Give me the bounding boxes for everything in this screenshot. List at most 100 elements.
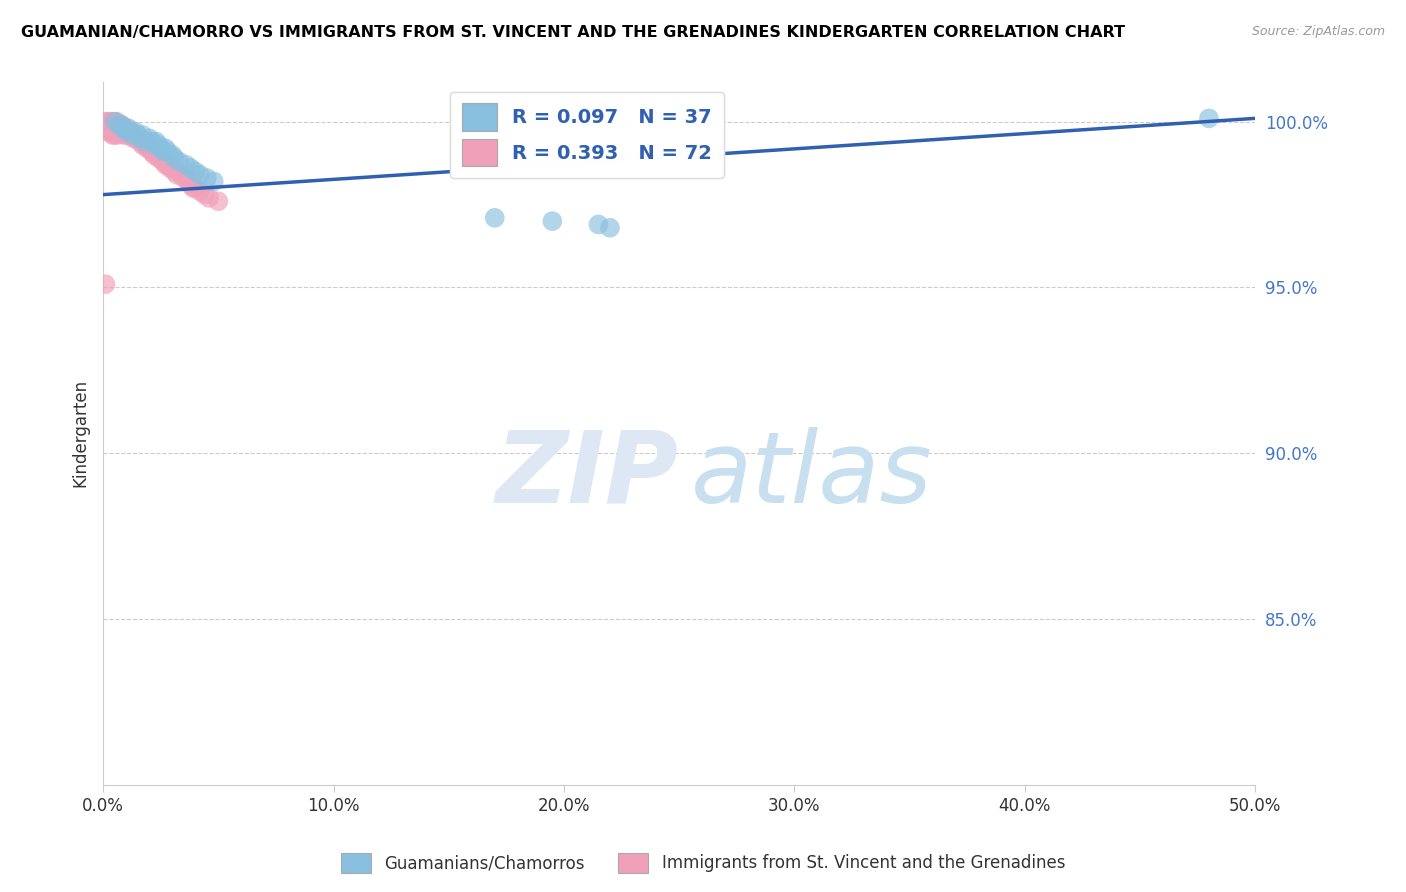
Point bbox=[193, 187, 215, 202]
Point bbox=[195, 171, 218, 186]
Point bbox=[97, 121, 120, 136]
Point bbox=[120, 125, 142, 139]
Point bbox=[104, 118, 127, 132]
Point bbox=[163, 151, 186, 165]
Point bbox=[138, 131, 160, 145]
Point bbox=[184, 181, 207, 195]
Point bbox=[98, 118, 121, 132]
Point bbox=[101, 114, 124, 128]
Point bbox=[117, 128, 139, 142]
Point bbox=[541, 214, 564, 228]
Point bbox=[155, 158, 177, 172]
Point bbox=[148, 137, 170, 152]
Point bbox=[108, 125, 131, 139]
Point bbox=[129, 131, 152, 145]
Point bbox=[148, 151, 170, 165]
Point bbox=[145, 135, 167, 149]
Point bbox=[98, 114, 121, 128]
Point bbox=[101, 121, 124, 136]
Point bbox=[94, 277, 117, 292]
Point bbox=[112, 128, 135, 142]
Point bbox=[599, 220, 621, 235]
Point bbox=[112, 121, 135, 136]
Point bbox=[97, 114, 120, 128]
Point bbox=[122, 128, 145, 142]
Point bbox=[104, 114, 127, 128]
Point bbox=[101, 128, 124, 142]
Point bbox=[115, 125, 138, 139]
Point bbox=[110, 121, 132, 136]
Point bbox=[101, 125, 124, 139]
Point bbox=[142, 137, 165, 152]
Point bbox=[105, 125, 128, 139]
Y-axis label: Kindergarten: Kindergarten bbox=[72, 379, 89, 487]
Point bbox=[104, 125, 127, 139]
Point bbox=[105, 128, 128, 142]
Point bbox=[207, 194, 229, 209]
Text: atlas: atlas bbox=[690, 427, 932, 524]
Point bbox=[145, 148, 167, 162]
Point bbox=[484, 211, 506, 225]
Point bbox=[129, 135, 152, 149]
Point bbox=[122, 128, 145, 142]
Point bbox=[115, 128, 138, 142]
Point bbox=[108, 118, 131, 132]
Point bbox=[202, 174, 225, 188]
Point bbox=[112, 125, 135, 139]
Point bbox=[174, 171, 197, 186]
Point bbox=[97, 125, 120, 139]
Point bbox=[142, 148, 165, 162]
Point bbox=[131, 137, 153, 152]
Point bbox=[162, 161, 184, 175]
Point bbox=[104, 114, 127, 128]
Point bbox=[108, 118, 131, 132]
Point bbox=[94, 114, 117, 128]
Point bbox=[149, 151, 172, 165]
Point bbox=[188, 184, 211, 198]
Legend: R = 0.097   N = 37, R = 0.393   N = 72: R = 0.097 N = 37, R = 0.393 N = 72 bbox=[450, 92, 724, 178]
Point bbox=[180, 161, 202, 175]
Point bbox=[141, 145, 163, 159]
Point bbox=[156, 145, 179, 159]
Point bbox=[110, 125, 132, 139]
Point bbox=[112, 121, 135, 136]
Point bbox=[124, 125, 146, 139]
Point bbox=[170, 168, 193, 182]
Point bbox=[97, 118, 120, 132]
Point bbox=[117, 125, 139, 139]
Point bbox=[110, 118, 132, 132]
Text: Source: ZipAtlas.com: Source: ZipAtlas.com bbox=[1251, 25, 1385, 38]
Point bbox=[108, 121, 131, 136]
Point bbox=[101, 118, 124, 132]
Point bbox=[98, 121, 121, 136]
Point bbox=[117, 121, 139, 136]
Point bbox=[166, 168, 188, 182]
Point bbox=[104, 128, 127, 142]
Point bbox=[98, 125, 121, 139]
Legend: Guamanians/Chamorros, Immigrants from St. Vincent and the Grenadines: Guamanians/Chamorros, Immigrants from St… bbox=[335, 847, 1071, 880]
Point bbox=[141, 135, 163, 149]
Point bbox=[184, 164, 207, 178]
Point bbox=[156, 158, 179, 172]
Point bbox=[135, 141, 157, 155]
Point bbox=[1198, 112, 1220, 126]
Point bbox=[94, 118, 117, 132]
Point bbox=[181, 181, 204, 195]
Point bbox=[188, 168, 211, 182]
Point bbox=[105, 114, 128, 128]
Point bbox=[159, 161, 181, 175]
Point bbox=[173, 171, 195, 186]
Point bbox=[94, 121, 117, 136]
Point bbox=[120, 125, 142, 139]
Point bbox=[110, 118, 132, 132]
Point bbox=[155, 141, 177, 155]
Point bbox=[152, 154, 174, 169]
Point bbox=[105, 118, 128, 132]
Point bbox=[162, 148, 184, 162]
Point bbox=[180, 178, 202, 192]
Point bbox=[163, 164, 186, 178]
Point bbox=[134, 135, 156, 149]
Point bbox=[138, 141, 160, 155]
Point bbox=[124, 131, 146, 145]
Point bbox=[115, 125, 138, 139]
